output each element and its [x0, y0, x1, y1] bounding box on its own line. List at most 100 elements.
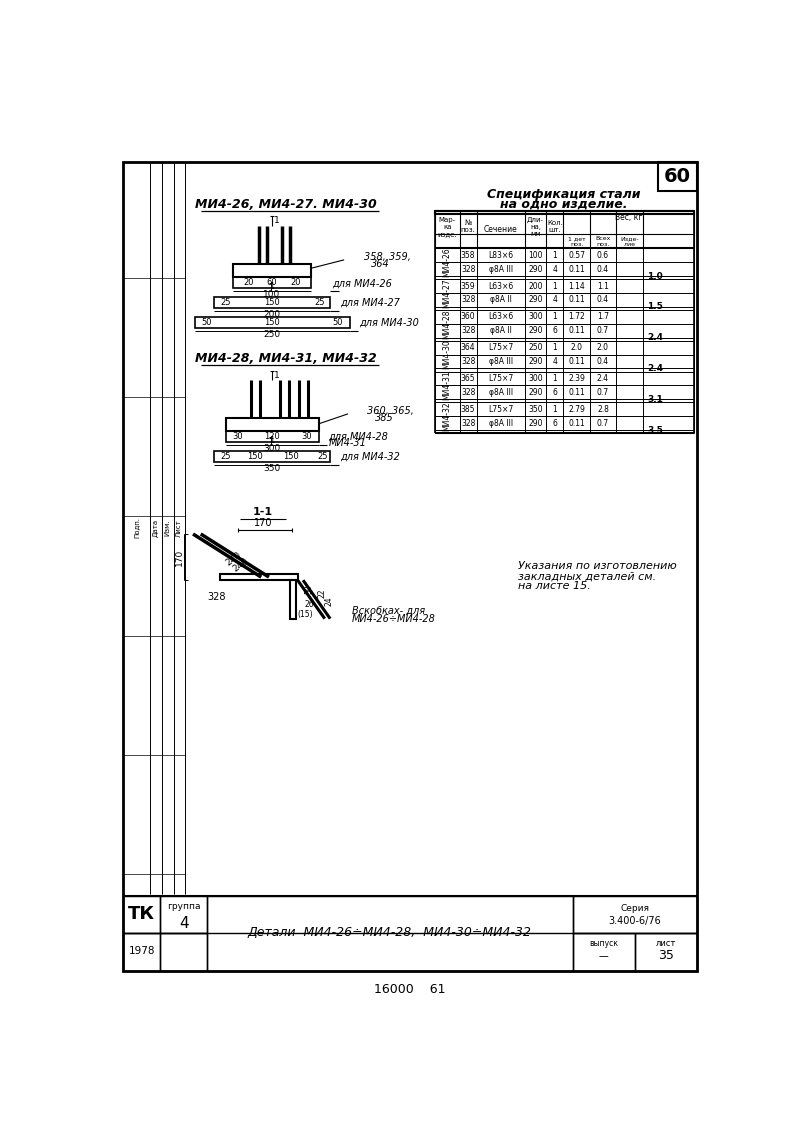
Text: Вес, кг: Вес, кг	[615, 213, 642, 222]
Text: 170: 170	[254, 518, 272, 528]
Text: 328: 328	[461, 295, 475, 304]
Text: 1-1: 1-1	[253, 508, 273, 518]
Text: 350: 350	[528, 404, 543, 413]
Text: 0.11: 0.11	[568, 327, 585, 336]
Text: Дата: Дата	[153, 519, 159, 537]
Text: 385: 385	[375, 413, 394, 422]
Text: 16000    61: 16000 61	[374, 983, 446, 997]
Text: 2.39: 2.39	[568, 374, 585, 383]
Text: 1 дет
поз.: 1 дет поз.	[568, 236, 586, 247]
Text: 1.1: 1.1	[597, 282, 609, 291]
Text: 250: 250	[528, 343, 542, 352]
Text: 0.7: 0.7	[597, 387, 609, 396]
Text: МИ4-31: МИ4-31	[329, 438, 366, 448]
Text: 200: 200	[528, 282, 542, 291]
Text: МИ4-26: МИ4-26	[442, 248, 452, 277]
Text: для МИ4-30: для МИ4-30	[360, 318, 419, 328]
Text: 60: 60	[664, 167, 691, 186]
Text: 0.7: 0.7	[597, 327, 609, 336]
Text: на одно изделие.: на одно изделие.	[501, 197, 628, 211]
Text: 20: 20	[290, 278, 301, 287]
Text: МИ4-32: МИ4-32	[442, 401, 452, 431]
Bar	[161, 932, 207, 971]
Text: МИ4-31: МИ4-31	[442, 370, 452, 400]
Text: 360: 360	[461, 312, 475, 321]
Text: МИ4-28: МИ4-28	[442, 309, 452, 339]
Text: выпуск: выпуск	[590, 939, 618, 948]
Text: φ8A III: φ8A III	[489, 419, 513, 428]
Text: МИ4-30: МИ4-30	[442, 340, 452, 369]
Text: 358, 359,: 358, 359,	[363, 252, 410, 261]
Text: Кол.
шт.: Кол. шт.	[547, 221, 563, 233]
Text: 1.5: 1.5	[647, 302, 663, 311]
Text: Спецификация стали: Спецификация стали	[487, 188, 641, 200]
Text: 3.5: 3.5	[647, 426, 663, 435]
Text: 300: 300	[528, 374, 543, 383]
Text: для МИ4-26: для МИ4-26	[333, 279, 392, 288]
Text: 350: 350	[263, 464, 281, 473]
Text: 150: 150	[264, 318, 280, 327]
Text: 1: 1	[270, 436, 274, 445]
Text: 300: 300	[528, 312, 543, 321]
Text: Указания по изготовлению: Указания по изготовлению	[518, 562, 678, 571]
Text: закладных деталей см.: закладных деталей см.	[518, 571, 657, 581]
Text: 2.4: 2.4	[647, 364, 663, 373]
Text: 30: 30	[302, 431, 312, 440]
Text: 0.4: 0.4	[597, 265, 609, 274]
Bar	[194, 316, 350, 329]
Text: L75×7: L75×7	[488, 374, 514, 383]
Text: 1.7: 1.7	[597, 312, 609, 321]
Text: 0.11: 0.11	[568, 295, 585, 304]
Text: 328: 328	[207, 592, 226, 602]
Text: ТК: ТК	[128, 905, 155, 923]
Text: Мар-
ка
изде.: Мар- ка изде.	[438, 216, 457, 236]
Text: 290: 290	[528, 387, 542, 396]
Text: 50: 50	[333, 318, 343, 327]
Text: 0.4: 0.4	[597, 295, 609, 304]
Text: 0.4: 0.4	[597, 357, 609, 366]
Text: L63×6: L63×6	[488, 312, 514, 321]
Bar	[226, 431, 318, 443]
Text: МИ4-27: МИ4-27	[442, 278, 452, 307]
Text: Сечение: Сечение	[484, 225, 518, 234]
Text: 0.11: 0.11	[568, 265, 585, 274]
Text: 328: 328	[461, 419, 475, 428]
Text: 6: 6	[553, 387, 558, 396]
Text: №
поз.: № поз.	[461, 221, 475, 233]
Text: 1: 1	[553, 282, 558, 291]
Text: 0.11: 0.11	[568, 419, 585, 428]
Text: 358: 358	[461, 251, 475, 260]
Text: Подп.: Подп.	[134, 517, 139, 538]
Text: МИ4-26, МИ4-27. МИ4-30: МИ4-26, МИ4-27. МИ4-30	[195, 198, 377, 211]
Text: 328: 328	[461, 265, 475, 274]
Text: 25: 25	[220, 452, 231, 461]
Text: 385: 385	[461, 404, 475, 413]
Text: 1978: 1978	[129, 946, 155, 956]
Text: 20: 20	[243, 278, 254, 287]
Bar	[207, 896, 573, 971]
Text: 300: 300	[263, 444, 281, 453]
Text: Вскобках- для: Вскобках- для	[352, 606, 425, 616]
Text: 2.79: 2.79	[568, 404, 585, 413]
Text: 170: 170	[174, 548, 183, 565]
Text: 0.11: 0.11	[568, 387, 585, 396]
Text: 2.4: 2.4	[597, 374, 609, 383]
Text: 6: 6	[553, 419, 558, 428]
Text: Детали  МИ4-26÷МИ4-28,  МИ4-30÷МИ4-32: Детали МИ4-26÷МИ4-28, МИ4-30÷МИ4-32	[248, 927, 532, 939]
Text: 1: 1	[553, 404, 558, 413]
Text: —: —	[599, 951, 609, 960]
Text: Изде-
лие: Изде- лие	[620, 236, 638, 247]
Text: 22: 22	[318, 589, 327, 598]
Text: 240: 240	[231, 556, 250, 573]
Text: 50: 50	[305, 584, 314, 595]
Text: 290: 290	[528, 327, 542, 336]
Text: 1.0: 1.0	[647, 271, 662, 280]
Text: 1: 1	[553, 343, 558, 352]
Text: 364: 364	[371, 259, 390, 269]
Text: 4: 4	[553, 357, 558, 366]
Text: Всех
поз.: Всех поз.	[595, 236, 610, 247]
Text: 150: 150	[283, 452, 299, 461]
Text: Лист: Лист	[176, 519, 182, 537]
Text: 328: 328	[461, 387, 475, 396]
Text: L75×7: L75×7	[488, 404, 514, 413]
